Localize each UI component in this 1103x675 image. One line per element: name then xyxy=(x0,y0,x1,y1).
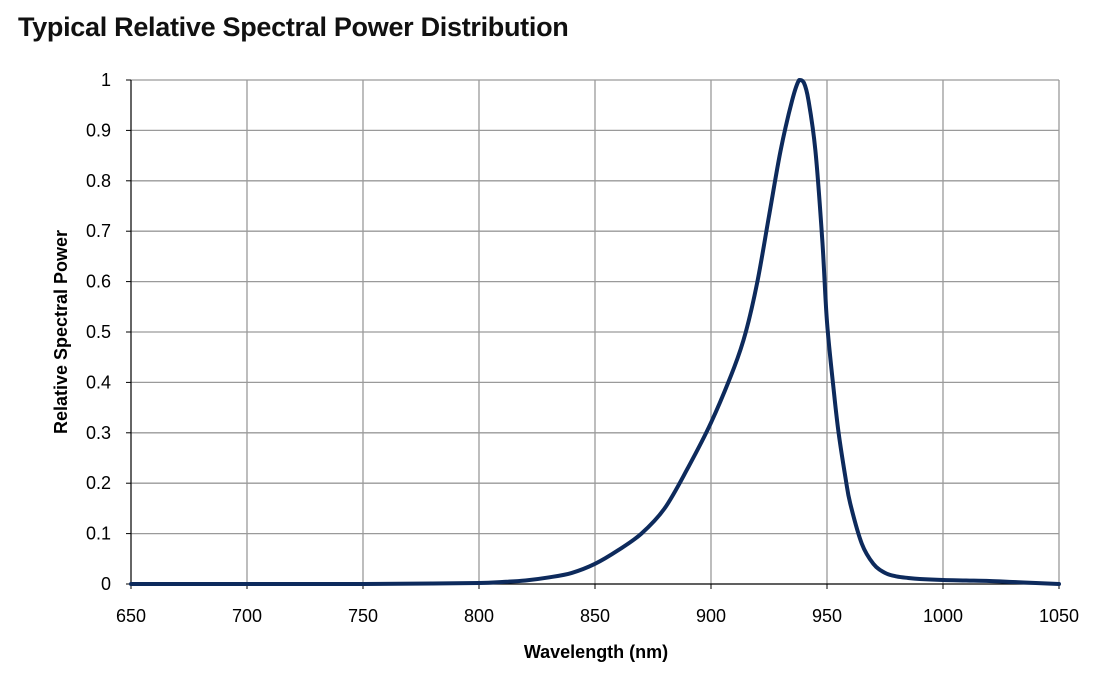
y-tick-label: 1 xyxy=(101,70,111,90)
y-tick-label: 0.4 xyxy=(86,372,111,392)
x-tick-label: 850 xyxy=(580,606,610,626)
x-tick-label: 1050 xyxy=(1039,606,1079,626)
x-tick-label: 650 xyxy=(116,606,146,626)
x-tick-label: 1000 xyxy=(923,606,963,626)
y-tick-label: 0.6 xyxy=(86,272,111,292)
y-tick-label: 0.2 xyxy=(86,473,111,493)
y-axis-title: Relative Spectral Power xyxy=(51,230,71,434)
x-tick-labels: 650 700 750 800 850 900 950 1000 1050 xyxy=(116,606,1079,626)
y-tick-label: 0.9 xyxy=(86,120,111,140)
grid-layer xyxy=(131,79,1059,584)
y-tick-labels: 0 0.1 0.2 0.3 0.4 0.5 0.6 0.7 0.8 0.9 1 xyxy=(86,70,111,594)
x-tick-label: 800 xyxy=(464,606,494,626)
x-tick-label: 950 xyxy=(812,606,842,626)
y-tick-label: 0.5 xyxy=(86,322,111,342)
x-tick-label: 700 xyxy=(232,606,262,626)
y-tick-label: 0.7 xyxy=(86,221,111,241)
x-axis-title: Wavelength (nm) xyxy=(524,642,668,662)
series-line xyxy=(129,78,1061,587)
y-tick-label: 0.8 xyxy=(86,171,111,191)
y-tick-label: 0.1 xyxy=(86,524,111,544)
chart-title: Typical Relative Spectral Power Distribu… xyxy=(18,12,569,42)
series-layer xyxy=(129,78,1061,587)
y-tick-label: 0 xyxy=(101,574,111,594)
x-tick-label: 900 xyxy=(696,606,726,626)
x-tick-label: 750 xyxy=(348,606,378,626)
plot-frame xyxy=(126,79,1060,589)
y-tick-label: 0.3 xyxy=(86,423,111,443)
